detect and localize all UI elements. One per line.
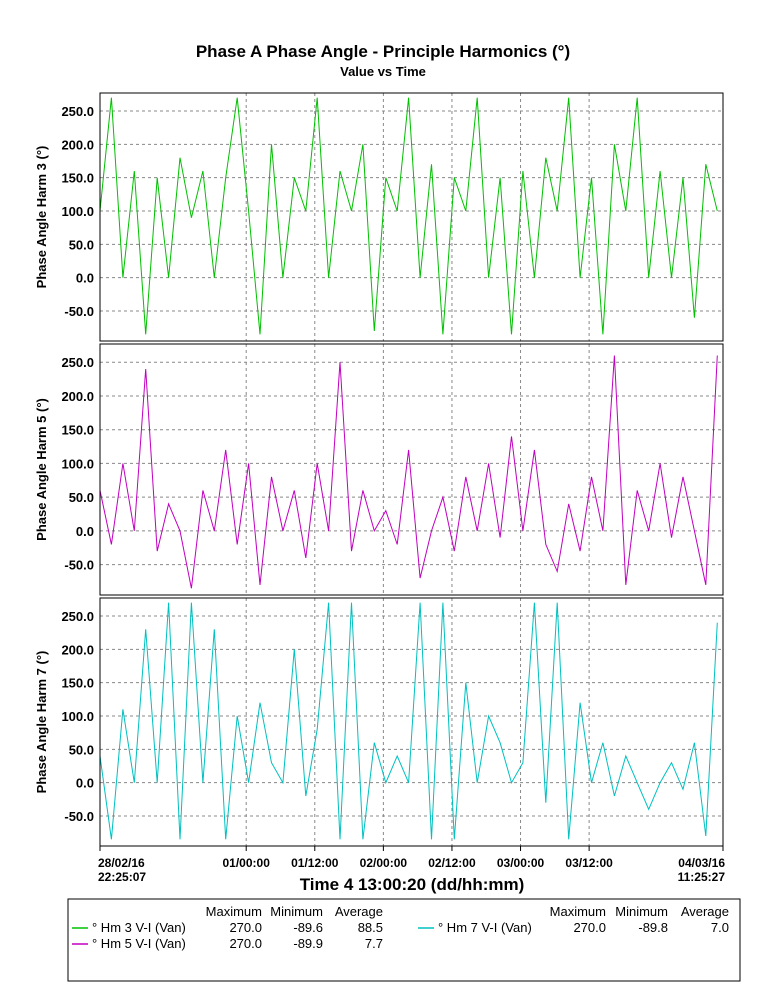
legend-stat: -89.6 <box>293 920 323 935</box>
legend-stat: 7.7 <box>365 936 383 951</box>
y-tick-label: 150.0 <box>61 676 94 691</box>
legend-stat: 88.5 <box>358 920 383 935</box>
series-line <box>99 355 718 589</box>
legend-stat: 270.0 <box>229 936 262 951</box>
legend-label: ° Hm 5 V-I (Van) <box>92 936 186 951</box>
x-tick-label: 03/12:00 <box>565 856 613 870</box>
legend-stat: 270.0 <box>573 920 606 935</box>
x-tick-label: 03/00:00 <box>496 856 545 870</box>
x-tick-label: 01/00:00 <box>222 856 270 870</box>
legend-stat: -89.9 <box>293 936 323 951</box>
y-tick-label: -50.0 <box>64 809 94 824</box>
legend-box <box>67 898 741 982</box>
x-tick-label: 28/02/16 22:25:07 <box>98 856 147 884</box>
legend-header: Average <box>335 904 383 919</box>
legend-stat: 270.0 <box>229 920 262 935</box>
y-tick-label: 250.0 <box>61 355 94 370</box>
y-tick-label: 150.0 <box>61 171 94 186</box>
legend-header: Minimum <box>615 904 668 919</box>
legend-header: Minimum <box>270 904 323 919</box>
chart-subtitle: Value vs Time <box>340 64 426 79</box>
y-tick-label: 100.0 <box>61 204 94 219</box>
y-tick-label: 200.0 <box>61 137 94 152</box>
legend-header: Maximum <box>206 904 262 919</box>
legend-header: Average <box>681 904 729 919</box>
series-line <box>99 97 718 335</box>
series-line <box>99 602 718 840</box>
y-tick-label: 0.0 <box>76 776 94 791</box>
y-tick-label: 200.0 <box>61 642 94 657</box>
x-axis-title: Time 4 13:00:20 (dd/hh:mm) <box>300 875 525 894</box>
legend-label: ° Hm 3 V-I (Van) <box>92 920 186 935</box>
plot-border <box>99 597 724 847</box>
y-tick-label: 100.0 <box>61 709 94 724</box>
y-tick-label: 250.0 <box>61 104 94 119</box>
legend-stat: 7.0 <box>711 920 729 935</box>
chart-title: Phase A Phase Angle - Principle Harmonic… <box>196 42 570 61</box>
y-axis-title: Phase Angle Harm 7 (°) <box>34 651 49 794</box>
y-tick-label: 0.0 <box>76 271 94 286</box>
y-axis-title: Phase Angle Harm 3 (°) <box>34 146 49 289</box>
y-tick-label: 50.0 <box>69 490 94 505</box>
y-axis-title: Phase Angle Harm 5 (°) <box>34 398 49 541</box>
y-tick-label: 250.0 <box>61 609 94 624</box>
y-tick-label: 0.0 <box>76 524 94 539</box>
x-tick-label: 01/12:00 <box>291 856 339 870</box>
x-tick-label: 02/12:00 <box>428 856 476 870</box>
y-tick-label: 50.0 <box>69 742 94 757</box>
x-tick-label: 04/03/16 11:25:27 <box>677 856 725 884</box>
plot-border <box>99 92 724 342</box>
legend-header: Maximum <box>550 904 606 919</box>
y-tick-label: -50.0 <box>64 558 94 573</box>
y-tick-label: 100.0 <box>61 456 94 471</box>
y-tick-label: 50.0 <box>69 237 94 252</box>
y-tick-label: 200.0 <box>61 389 94 404</box>
y-tick-label: 150.0 <box>61 423 94 438</box>
plot-border <box>99 343 724 596</box>
x-tick-label: 02/00:00 <box>359 856 408 870</box>
y-tick-label: -50.0 <box>64 304 94 319</box>
legend-stat: -89.8 <box>638 920 668 935</box>
legend-label: ° Hm 7 V-I (Van) <box>438 920 532 935</box>
